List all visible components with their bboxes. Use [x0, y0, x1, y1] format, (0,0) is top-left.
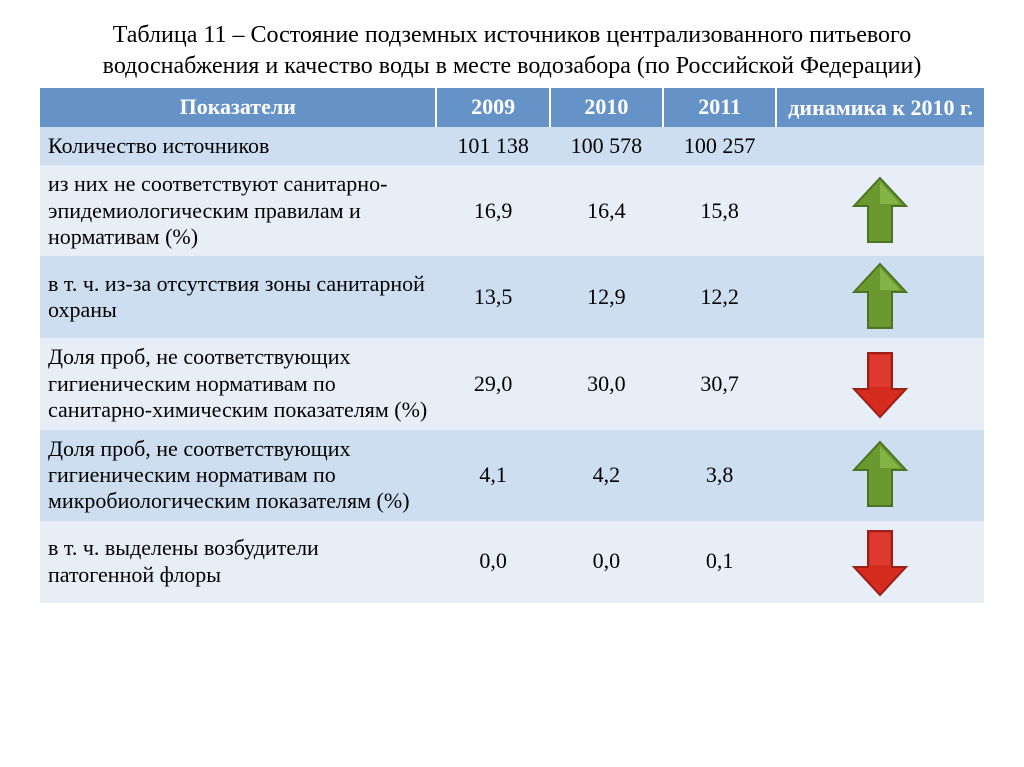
cell-indicator: в т. ч. из-за отсутствия зоны санитарной… — [40, 256, 436, 338]
table-row: в т. ч. выделены возбудители патогенной … — [40, 521, 984, 603]
cell-value: 15,8 — [663, 165, 776, 256]
cell-indicator: Количество источников — [40, 127, 436, 165]
arrow-down-icon — [776, 338, 984, 429]
header-trend: динамика к 2010 г. — [776, 88, 984, 126]
cell-value: 12,2 — [663, 256, 776, 338]
cell-value: 30,0 — [550, 338, 663, 429]
cell-value: 4,2 — [550, 430, 663, 521]
cell-value: 4,1 — [436, 430, 549, 521]
trend-empty — [776, 127, 984, 165]
arrow-up-icon — [776, 165, 984, 256]
header-2009: 2009 — [436, 88, 549, 126]
cell-value: 12,9 — [550, 256, 663, 338]
table-row: в т. ч. из-за отсутствия зоны санитарной… — [40, 256, 984, 338]
table-title: Таблица 11 – Состояние подземных источни… — [40, 20, 984, 82]
table-row: Доля проб, не соответствующих гигиеничес… — [40, 430, 984, 521]
data-table: Показатели 2009 2010 2011 динамика к 201… — [40, 88, 984, 602]
header-2011: 2011 — [663, 88, 776, 126]
cell-value: 101 138 — [436, 127, 549, 165]
cell-value: 13,5 — [436, 256, 549, 338]
cell-indicator: в т. ч. выделены возбудители патогенной … — [40, 521, 436, 603]
arrow-up-icon — [776, 430, 984, 521]
cell-indicator: из них не соответствуют санитарно-эпидем… — [40, 165, 436, 256]
table-row: Доля проб, не соответствующих гигиеничес… — [40, 338, 984, 429]
table-row: из них не соответствуют санитарно-эпидем… — [40, 165, 984, 256]
cell-value: 0,1 — [663, 521, 776, 603]
cell-indicator: Доля проб, не соответствующих гигиеничес… — [40, 430, 436, 521]
arrow-up-icon — [776, 256, 984, 338]
cell-value: 16,4 — [550, 165, 663, 256]
cell-value: 100 578 — [550, 127, 663, 165]
cell-value: 16,9 — [436, 165, 549, 256]
table-header-row: Показатели 2009 2010 2011 динамика к 201… — [40, 88, 984, 126]
cell-value: 3,8 — [663, 430, 776, 521]
cell-value: 0,0 — [436, 521, 549, 603]
cell-value: 100 257 — [663, 127, 776, 165]
arrow-down-icon — [776, 521, 984, 603]
cell-indicator: Доля проб, не соответствующих гигиеничес… — [40, 338, 436, 429]
cell-value: 0,0 — [550, 521, 663, 603]
cell-value: 29,0 — [436, 338, 549, 429]
table-row: Количество источников101 138100 578100 2… — [40, 127, 984, 165]
header-2010: 2010 — [550, 88, 663, 126]
header-indicator: Показатели — [40, 88, 436, 126]
cell-value: 30,7 — [663, 338, 776, 429]
